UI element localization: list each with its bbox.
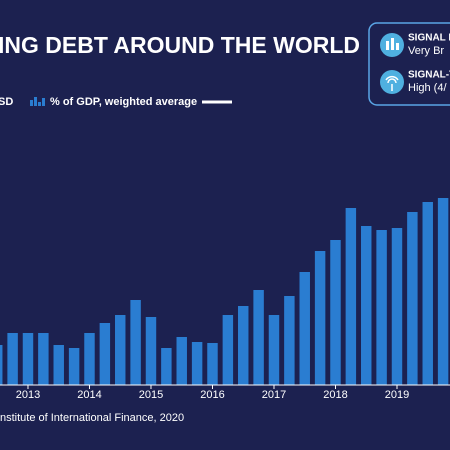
bar (68, 348, 80, 385)
panel-text: Very Br (408, 45, 444, 57)
legend-swatch (38, 102, 41, 106)
icon (380, 70, 404, 94)
bar (391, 228, 403, 385)
legend-swatch (34, 97, 37, 106)
bar (7, 333, 18, 385)
bar (0, 345, 3, 385)
bar (191, 342, 203, 385)
icon-bar (396, 43, 399, 50)
icon-bar (386, 41, 389, 50)
bar (361, 226, 372, 385)
bar (422, 202, 433, 385)
panel-title: SIGNAL-T (408, 70, 450, 81)
bar (253, 290, 264, 385)
bar (145, 317, 157, 385)
bar (53, 345, 64, 385)
x-tick-label: 2018 (323, 389, 347, 401)
bar (115, 315, 126, 385)
x-tick-label: 2017 (262, 389, 286, 401)
bar (99, 323, 111, 385)
bar (161, 348, 172, 385)
x-tick-label: 2016 (200, 389, 224, 401)
bar (176, 337, 187, 385)
signal-panel: SIGNAL I Very Br SIGNAL-T High (4/ (368, 22, 450, 106)
x-tick-label: 2014 (77, 389, 101, 401)
bar (84, 333, 95, 385)
bar (299, 272, 310, 385)
bar (207, 343, 218, 385)
legend-label: SD (0, 96, 13, 108)
icon-signal (385, 75, 399, 91)
panel-text: High (4/ (408, 82, 447, 94)
x-tick-label: 2013 (16, 389, 40, 401)
icon-bar (391, 38, 394, 50)
bar (268, 315, 280, 385)
bar (38, 333, 49, 385)
bar (238, 306, 249, 385)
bar (437, 198, 449, 385)
legend-swatch (30, 100, 33, 106)
bar (284, 296, 295, 385)
legend-swatch (42, 98, 45, 106)
bar (407, 212, 418, 385)
panel-title: SIGNAL I (408, 33, 450, 44)
bar (314, 251, 326, 385)
x-tick-label: 2019 (385, 389, 409, 401)
legend-label: % of GDP, weighted average (50, 96, 197, 108)
source: nstitute of International Finance, 2020 (0, 412, 184, 424)
bar (330, 240, 341, 385)
bar (345, 208, 357, 385)
bar (376, 230, 387, 385)
chart-title: ING DEBT AROUND THE WORLD (0, 32, 360, 58)
x-tick-label: 2015 (139, 389, 163, 401)
bar (22, 333, 34, 385)
bar (222, 315, 234, 385)
bar (130, 300, 141, 385)
